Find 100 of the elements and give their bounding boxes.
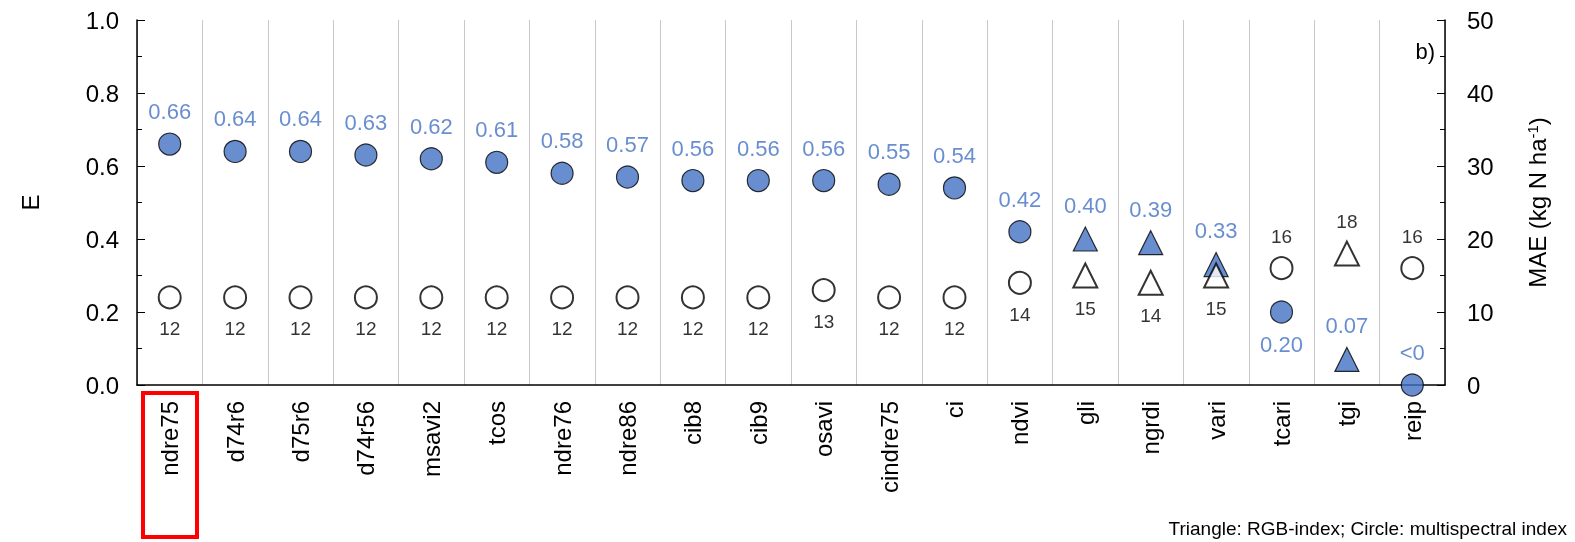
data-label: 16 xyxy=(1270,226,1293,248)
data-label: 12 xyxy=(551,318,573,340)
data-label: 14 xyxy=(1140,304,1162,326)
data-label: 0.55 xyxy=(867,139,911,165)
data-label: <0 xyxy=(1399,339,1425,365)
point xyxy=(942,176,967,200)
text: Triangle: RGB-index; Circle: multispectral index xyxy=(1168,518,1568,539)
point xyxy=(1400,256,1425,281)
data-label: 0.64 xyxy=(279,106,322,132)
data-label: 13 xyxy=(813,311,835,333)
point xyxy=(1203,262,1230,289)
data-label: 0.61 xyxy=(475,117,519,143)
point xyxy=(157,285,182,310)
data-label: 12 xyxy=(616,318,639,340)
data-label: 0.33 xyxy=(1194,218,1238,244)
x-tick-label: ngrdi xyxy=(1137,401,1165,455)
x-tick-label: cib9 xyxy=(744,401,772,446)
point xyxy=(485,150,509,174)
point xyxy=(1137,269,1164,296)
point xyxy=(288,285,313,310)
data-label: 12 xyxy=(289,318,312,340)
point xyxy=(223,285,248,310)
data-label: 12 xyxy=(682,318,704,340)
y2-tick-label: 50 xyxy=(1467,6,1494,34)
x-tick-label: tcari xyxy=(1268,401,1295,447)
x-tick-label: osavi xyxy=(810,401,838,458)
x-tick-label: cib8 xyxy=(679,401,707,446)
data-label: 16 xyxy=(1401,226,1423,248)
data-label: 12 xyxy=(943,318,966,340)
point xyxy=(288,139,313,163)
point xyxy=(1400,373,1424,397)
point xyxy=(615,165,640,189)
point xyxy=(419,147,443,171)
x-tick-label: ndre75 xyxy=(156,401,184,476)
data-label: 0.07 xyxy=(1325,313,1369,339)
point xyxy=(1072,262,1099,289)
x-tick-label: vari xyxy=(1202,401,1230,440)
point xyxy=(746,285,771,310)
y2-tick-label: 0 xyxy=(1467,371,1481,399)
point xyxy=(354,143,378,167)
point xyxy=(353,285,378,310)
x-tick-label: msavi2 xyxy=(417,401,445,478)
data-label: 12 xyxy=(420,318,442,340)
point xyxy=(1072,226,1098,252)
point xyxy=(1138,230,1164,256)
point xyxy=(877,172,901,196)
point xyxy=(1008,220,1032,244)
x-tick-label: reip xyxy=(1398,401,1426,442)
y2-tick-label: 20 xyxy=(1467,225,1494,253)
y-axis-title: E xyxy=(16,194,44,211)
point xyxy=(1007,270,1032,295)
x-tick-label: tcos xyxy=(483,401,511,446)
data-label: 0.66 xyxy=(148,99,192,124)
data-label: 0.40 xyxy=(1063,192,1107,218)
data-label: 0.56 xyxy=(671,135,715,161)
point xyxy=(1334,346,1360,373)
data-label: 12 xyxy=(224,318,246,340)
x-tick-label: gli xyxy=(1071,401,1099,426)
point xyxy=(419,285,444,310)
data-label: 12 xyxy=(747,318,769,340)
data-label: 14 xyxy=(1009,303,1031,325)
x-tick-label: d75r6 xyxy=(287,401,314,463)
x-tick-label: ndre86 xyxy=(614,401,641,476)
point xyxy=(746,169,770,193)
data-label: 0.57 xyxy=(606,131,649,157)
y-tick-label: 1.0 xyxy=(85,6,119,34)
data-label: 12 xyxy=(486,318,508,340)
point xyxy=(1269,300,1294,324)
y2-axis-title: MAE (kg N ha-1) xyxy=(1524,117,1551,288)
x-tick-label: ci xyxy=(941,401,968,419)
point xyxy=(550,285,575,310)
point xyxy=(877,285,902,310)
y-tick-label: 0.0 xyxy=(85,371,119,399)
data-label: 0.56 xyxy=(736,135,780,161)
data-label: 12 xyxy=(159,318,181,340)
point xyxy=(484,285,509,310)
data-label: 0.54 xyxy=(933,142,976,168)
y2-tick-label: 40 xyxy=(1467,79,1494,107)
y2-tick-label: 10 xyxy=(1467,298,1494,326)
point xyxy=(550,161,574,185)
data-label: 0.58 xyxy=(540,128,584,154)
point xyxy=(942,285,967,310)
point xyxy=(811,278,836,303)
data-label: 18 xyxy=(1336,210,1358,232)
x-tick-label: cindre75 xyxy=(875,401,903,494)
annotation: b) xyxy=(1415,38,1435,64)
y-tick-label: 0.4 xyxy=(85,225,119,253)
data-label: 0.20 xyxy=(1260,332,1303,358)
point xyxy=(158,132,182,156)
data-label: 0.42 xyxy=(998,186,1042,212)
point xyxy=(680,285,705,310)
data-label: 12 xyxy=(878,318,900,340)
point xyxy=(812,169,836,193)
point xyxy=(615,285,640,310)
data-label: 0.56 xyxy=(802,135,846,161)
data-label: 15 xyxy=(1074,297,1096,319)
data-label: 0.63 xyxy=(344,109,388,135)
point xyxy=(223,139,247,163)
data-label: 0.62 xyxy=(409,113,453,139)
data-label: 15 xyxy=(1205,297,1227,319)
